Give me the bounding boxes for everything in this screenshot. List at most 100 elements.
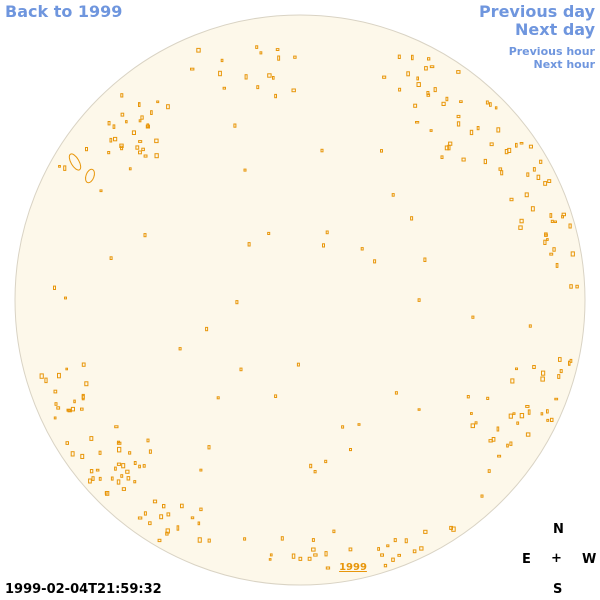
region-marker xyxy=(154,153,159,159)
region-marker xyxy=(88,478,92,484)
region-marker xyxy=(280,536,284,541)
region-marker xyxy=(386,544,390,548)
region-marker xyxy=(485,100,489,105)
region-marker xyxy=(197,521,201,526)
region-marker xyxy=(519,413,525,419)
region-marker xyxy=(197,537,202,543)
region-marker xyxy=(307,556,312,561)
region-marker xyxy=(98,450,102,455)
region-marker xyxy=(125,120,128,124)
region-marker xyxy=(267,73,272,78)
region-marker xyxy=(487,469,491,473)
region-marker xyxy=(141,147,145,152)
region-marker xyxy=(413,103,418,108)
region-marker xyxy=(268,558,272,561)
region-marker xyxy=(461,157,466,162)
region-marker xyxy=(423,529,428,534)
region-marker xyxy=(341,425,345,429)
region-marker xyxy=(445,96,449,102)
region-marker xyxy=(543,239,547,245)
back-to-year-link[interactable]: Back to 1999 xyxy=(5,2,123,21)
region-marker xyxy=(84,381,89,387)
region-marker xyxy=(143,233,147,238)
region-marker xyxy=(512,412,516,415)
region-marker xyxy=(456,114,461,119)
region-marker xyxy=(81,394,85,401)
region-marker xyxy=(126,476,131,481)
region-marker xyxy=(568,360,571,366)
region-marker xyxy=(277,55,281,61)
region-marker xyxy=(44,377,48,384)
region-marker xyxy=(89,469,94,474)
region-marker xyxy=(64,296,67,300)
region-marker xyxy=(114,466,117,471)
region-marker xyxy=(133,461,137,465)
region-marker xyxy=(440,155,444,159)
region-marker xyxy=(449,525,454,530)
region-marker xyxy=(165,531,169,536)
region-marker xyxy=(416,76,419,81)
region-marker xyxy=(398,87,402,92)
active-region-markers xyxy=(39,45,579,570)
region-marker xyxy=(489,102,492,107)
region-marker xyxy=(39,373,44,379)
region-marker xyxy=(360,247,364,251)
next-hour-link[interactable]: Next hour xyxy=(533,58,596,71)
region-marker xyxy=(244,74,248,80)
region-marker xyxy=(311,547,316,552)
region-marker xyxy=(222,86,227,90)
region-marker xyxy=(380,553,385,557)
region-marker xyxy=(322,243,325,248)
region-marker xyxy=(99,189,103,193)
region-marker xyxy=(104,491,108,495)
previous-hour-link[interactable]: Previous hour xyxy=(508,45,595,58)
region-marker xyxy=(119,143,124,149)
region-marker xyxy=(357,423,361,426)
region-marker xyxy=(555,263,559,268)
region-marker xyxy=(233,123,237,128)
region-marker xyxy=(489,142,494,147)
year-label-link[interactable]: 1999 xyxy=(339,562,367,573)
region-marker xyxy=(196,47,201,53)
previous-day-link[interactable]: Previous day xyxy=(478,2,595,21)
region-marker xyxy=(91,476,95,481)
region-marker xyxy=(107,151,111,155)
region-marker xyxy=(558,357,562,362)
region-marker xyxy=(448,141,453,146)
region-marker xyxy=(56,406,61,410)
region-marker xyxy=(269,553,273,557)
region-marker xyxy=(476,126,480,131)
region-marker xyxy=(526,172,530,177)
region-marker xyxy=(73,399,76,404)
region-marker xyxy=(474,421,478,425)
region-marker xyxy=(507,147,512,153)
region-marker xyxy=(515,367,518,371)
region-marker xyxy=(125,469,130,474)
region-marker xyxy=(148,449,152,454)
region-marker xyxy=(138,119,142,123)
region-marker xyxy=(394,391,398,395)
region-marker xyxy=(205,326,209,332)
region-marker xyxy=(568,223,572,229)
region-marker xyxy=(291,553,296,559)
region-marker xyxy=(311,538,315,542)
region-marker xyxy=(424,66,428,71)
region-marker xyxy=(243,168,247,172)
compass-east: E xyxy=(522,552,531,567)
region-marker xyxy=(131,130,136,135)
region-marker xyxy=(274,93,278,99)
region-marker xyxy=(412,549,417,554)
region-marker xyxy=(506,443,509,448)
region-marker xyxy=(107,121,111,126)
region-marker xyxy=(128,451,132,455)
region-marker xyxy=(525,432,531,437)
region-marker xyxy=(536,174,541,180)
region-marker xyxy=(544,233,548,237)
region-marker xyxy=(137,516,143,520)
region-marker xyxy=(80,453,85,459)
region-marker xyxy=(207,445,211,450)
region-marker xyxy=(190,67,195,71)
next-day-link[interactable]: Next day xyxy=(515,20,595,39)
region-marker xyxy=(494,106,498,110)
region-marker xyxy=(98,476,102,481)
